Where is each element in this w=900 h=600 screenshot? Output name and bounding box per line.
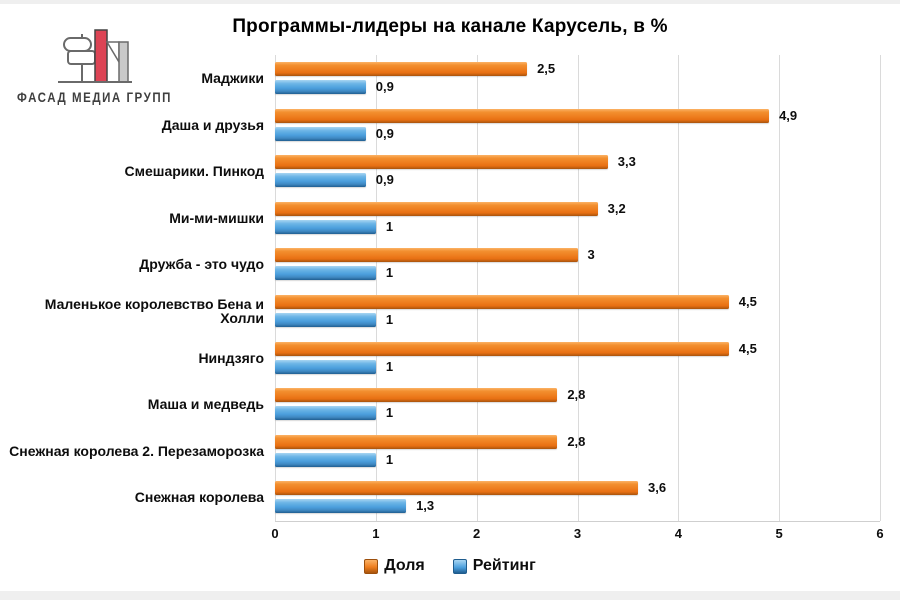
reyting-bar [275, 126, 366, 141]
reyting-value-label: 1 [385, 405, 394, 421]
category-label: Ми-ми-мишки [169, 209, 264, 226]
gridline [678, 55, 680, 521]
bar-group: 2,8 1 [275, 381, 880, 428]
gridline [577, 55, 579, 521]
dolya-bar [275, 481, 638, 496]
reyting-value-label: 0,9 [375, 79, 394, 94]
category-label: Ниндзяго [198, 349, 264, 366]
x-tick-label: 0 [271, 526, 279, 541]
reyting-value-label: 1,3 [416, 498, 435, 514]
legend: Доля Рейтинг [0, 557, 900, 575]
bar-group: 3,6 1,3 [275, 474, 880, 521]
logo: ФАСАД МЕДИА ГРУПП [12, 22, 177, 106]
reyting-value-label: 1 [385, 312, 394, 327]
reyting-bar [275, 313, 376, 327]
logo-text: ФАСАД МЕДИА ГРУПП [17, 89, 172, 106]
bar-group: 4,5 1 [275, 288, 880, 335]
dolya-value-label: 4,5 [738, 294, 757, 309]
category-label: Снежная королева 2. Перезаморозка [9, 442, 264, 459]
x-tick-label: 2 [473, 526, 481, 541]
plot-area: 2,5 0,9 4,9 0,9 3,3 0,9 3,2 1 3 1 4,5 1 4,5 1 2,8 1 2,8 1… [275, 55, 881, 522]
dolya-value-label: 3,6 [648, 480, 667, 496]
dolya-value-label: 4,5 [738, 340, 757, 356]
gridline [880, 55, 881, 521]
dolya-value-label: 2,5 [537, 61, 556, 76]
legend-label: Рейтинг [472, 557, 536, 574]
dolya-bar [275, 388, 558, 403]
x-tick-label: 1 [372, 526, 380, 541]
dolya-value-label: 2,8 [567, 433, 586, 449]
legend-label: Доля [384, 557, 425, 574]
reyting-value-label: 0,9 [375, 172, 394, 188]
bar-group: 2,5 0,9 [275, 55, 880, 102]
x-tick-label: 6 [876, 526, 884, 541]
reyting-value-label: 1 [385, 265, 394, 281]
reyting-bar [275, 173, 366, 188]
dolya-bar [275, 62, 528, 76]
dolya-bar [275, 295, 729, 309]
dolya-bar [275, 434, 558, 449]
chart-title: Программы-лидеры на канале Карусель, в % [232, 16, 668, 37]
x-tick-label: 5 [775, 526, 783, 541]
legend-item-dolya: Доля [364, 557, 425, 575]
x-axis: 0 1 2 3 4 5 6 [271, 526, 884, 544]
dolya-bar [275, 201, 598, 216]
category-label: Маджики [201, 69, 264, 86]
dolya-value-label: 3,3 [617, 154, 636, 170]
bar-group: 4,5 1 [275, 335, 880, 382]
reyting-bar [275, 266, 376, 281]
reyting-legend-marker [452, 558, 467, 574]
bar-group: 2,8 1 [275, 428, 880, 475]
dolya-value-label: 4,9 [779, 107, 798, 123]
dolya-bar [275, 155, 608, 170]
page-border-top [0, 0, 900, 4]
gridline [375, 55, 377, 521]
dolya-bar [275, 108, 770, 123]
reyting-value-label: 0,9 [375, 125, 394, 141]
category-labels: Маджики Даша и друзья Смешарики. Пинкод Ми-… [0, 55, 264, 521]
bar-group: 3,2 1 [275, 195, 880, 242]
dolya-legend-marker [364, 558, 379, 574]
category-label: Маша и медведь [147, 396, 264, 413]
gridline [275, 55, 276, 521]
page-border-bottom [0, 591, 900, 600]
gridline [779, 55, 781, 521]
category-label: Снежная королева [134, 489, 264, 506]
legend-item-reyting: Рейтинг [452, 557, 536, 575]
bar-group: 4,9 0,9 [275, 102, 880, 149]
dolya-value-label: 2,8 [567, 387, 586, 403]
reyting-bar [275, 80, 366, 94]
category-label: Дружба - это чудо [139, 256, 264, 273]
reyting-value-label: 1 [385, 218, 394, 234]
bar-group: 3,3 0,9 [275, 148, 880, 195]
reyting-bar [275, 499, 407, 514]
dolya-bar [275, 341, 729, 356]
category-label: Смешарики. Пинкод [124, 163, 264, 180]
dolya-bar [275, 248, 578, 263]
reyting-value-label: 1 [385, 451, 394, 467]
reyting-bar [275, 219, 376, 234]
x-tick-label: 4 [674, 526, 682, 541]
gridline [476, 55, 478, 521]
category-label: Маленькое королевство Бена и Холли [44, 295, 264, 327]
reyting-bar [275, 406, 376, 421]
dolya-value-label: 3,2 [607, 200, 626, 216]
x-tick-label: 3 [573, 526, 582, 541]
reyting-value-label: 1 [385, 358, 394, 374]
category-label: Даша и друзья [161, 116, 264, 133]
reyting-bar [275, 452, 376, 467]
dolya-value-label: 3 [587, 247, 595, 263]
reyting-bar [275, 359, 376, 374]
logo-mark [57, 29, 132, 83]
